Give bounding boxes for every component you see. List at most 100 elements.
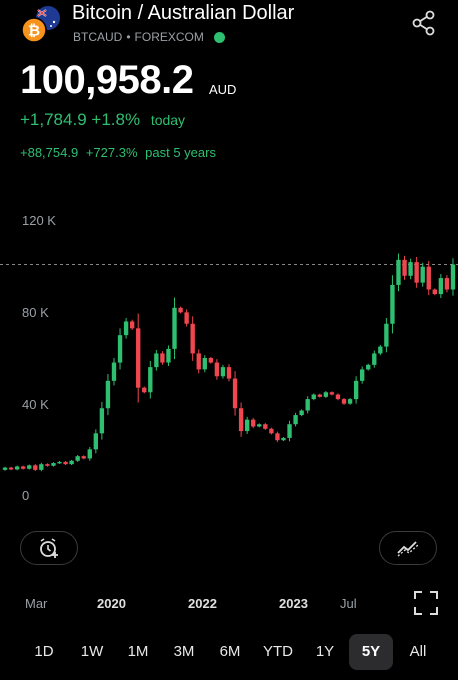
y-tick-label: 120 K: [22, 213, 56, 228]
candle-body: [142, 387, 147, 393]
candle: [57, 461, 62, 464]
candle: [93, 429, 99, 454]
candle: [202, 355, 207, 373]
range-selector: 1D 1W 1M 3M 6M YTD 1Y 5Y All: [0, 634, 458, 670]
symbol-logo: ₿: [20, 4, 64, 44]
add-alert-button[interactable]: [20, 531, 78, 565]
candle: [263, 423, 268, 430]
candle: [196, 349, 201, 374]
x-tick-label: 2022: [188, 596, 217, 611]
candle-body: [226, 367, 232, 379]
candle: [329, 391, 335, 396]
change-today-value: +1,784.9: [20, 110, 87, 129]
candle-body: [275, 433, 280, 441]
candle: [8, 466, 14, 471]
candle-body: [21, 466, 26, 469]
candle-body: [136, 328, 141, 388]
candle-body: [214, 362, 220, 377]
candle-body: [2, 467, 8, 470]
candle-body: [251, 419, 256, 427]
candle-body: [384, 323, 389, 347]
candle-body: [51, 463, 56, 466]
candle: [396, 253, 401, 292]
candle-body: [287, 424, 292, 438]
candle-body: [220, 367, 226, 377]
candle-body: [39, 464, 44, 470]
candle-body: [105, 380, 111, 409]
candle-body: [329, 392, 335, 395]
candle: [232, 371, 238, 416]
candle: [123, 318, 129, 339]
candle-body: [202, 358, 207, 370]
candle: [251, 417, 256, 429]
candle-body: [335, 394, 341, 400]
fullscreen-icon: [414, 591, 438, 615]
range-6m-button[interactable]: 6M: [219, 643, 241, 660]
candle: [160, 351, 165, 365]
candle: [293, 412, 298, 427]
candle-body: [14, 466, 20, 470]
candle-body: [123, 321, 129, 336]
candle: [87, 447, 92, 461]
change-today-pct: +1.8%: [91, 110, 141, 129]
indicators-button[interactable]: [379, 531, 437, 565]
candle-body: [129, 321, 135, 329]
candle-body: [263, 424, 268, 429]
price-value: 100,958.2: [20, 58, 194, 102]
candle: [214, 359, 220, 380]
separator: •: [126, 30, 131, 44]
candle: [347, 397, 353, 405]
today-label: today: [150, 112, 186, 128]
candle-body: [184, 312, 189, 324]
candle: [238, 402, 244, 437]
candle: [75, 455, 80, 462]
candle-body: [281, 437, 286, 441]
range-ytd-button[interactable]: YTD: [263, 643, 293, 660]
range-5y-button[interactable]: 5Y: [349, 634, 393, 670]
svg-text:₿: ₿: [28, 23, 40, 40]
range-all-button[interactable]: All: [409, 643, 427, 660]
share-button[interactable]: [410, 9, 438, 37]
page-title: Bitcoin / Australian Dollar: [72, 2, 295, 24]
range-1m-button[interactable]: 1M: [127, 643, 149, 660]
candle: [287, 420, 292, 442]
candle: [220, 364, 226, 379]
candle-body: [353, 380, 359, 400]
candle-body: [244, 419, 250, 432]
candle-body: [172, 307, 177, 349]
fullscreen-button[interactable]: [412, 589, 440, 617]
range-1w-button[interactable]: 1W: [80, 643, 104, 660]
candle-body: [378, 346, 383, 354]
price-chart[interactable]: [0, 200, 458, 520]
candle: [178, 306, 183, 314]
range-1y-button[interactable]: 1Y: [315, 643, 335, 660]
candle: [63, 461, 68, 466]
candle: [275, 431, 280, 442]
x-tick-label: Mar: [25, 596, 48, 611]
candle: [154, 350, 159, 371]
candle: [148, 360, 153, 399]
candle: [21, 465, 26, 470]
x-tick-label: 2020: [97, 596, 126, 611]
candle: [39, 462, 44, 472]
candle: [281, 437, 286, 442]
period-label: past 5 years: [145, 145, 216, 160]
candle-body: [33, 465, 38, 470]
candle: [244, 416, 250, 434]
candle-body: [166, 348, 171, 363]
candle: [172, 297, 177, 360]
candle: [414, 256, 419, 288]
candle-body: [269, 428, 274, 434]
range-3m-button[interactable]: 3M: [173, 643, 195, 660]
candle: [432, 288, 437, 296]
candle-body: [426, 266, 431, 290]
candle: [27, 464, 32, 470]
candle-body: [57, 461, 62, 464]
chart-trend-icon: [397, 541, 419, 557]
change-today: +1,784.9 +1.8% today: [20, 110, 185, 130]
candle-body: [232, 378, 238, 409]
candle-body: [208, 358, 214, 363]
candle-body: [366, 364, 371, 370]
candle: [366, 363, 371, 371]
range-1d-button[interactable]: 1D: [34, 643, 54, 660]
